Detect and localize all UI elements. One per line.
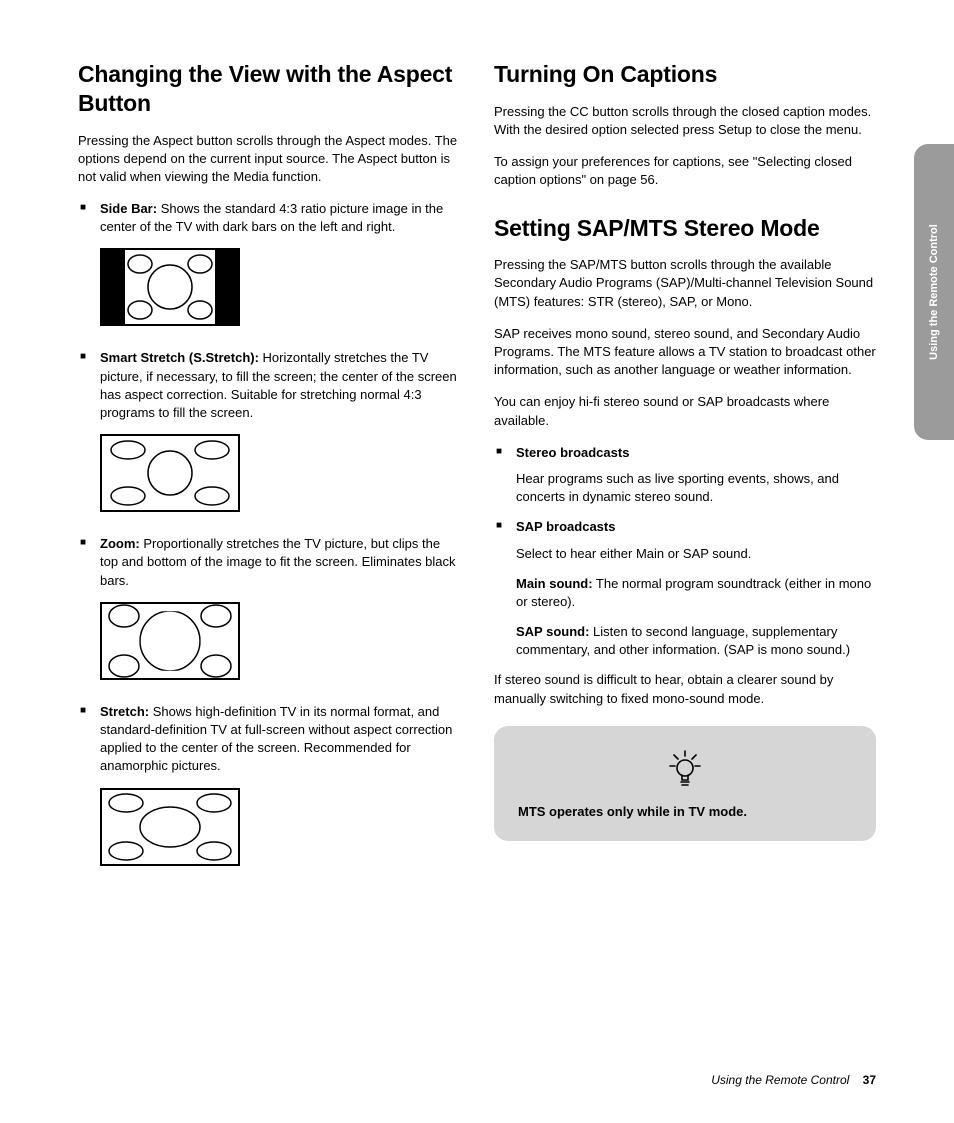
diagram-zoom xyxy=(100,602,460,685)
page-footer: Using the Remote Control 37 xyxy=(711,1073,876,1087)
sub-body: Main sound: The normal program soundtrac… xyxy=(516,575,876,611)
captions-p2: To assign your preferences for captions,… xyxy=(494,153,876,189)
sub-body: Select to hear either Main or SAP sound. xyxy=(516,545,876,563)
list-item: Stretch: Shows high-definition TV in its… xyxy=(100,703,460,776)
captions-p1: Pressing the CC button scrolls through t… xyxy=(494,103,876,139)
item-body: Proportionally stretches the TV picture,… xyxy=(100,536,456,587)
aspect-list: Zoom: Proportionally stretches the TV pi… xyxy=(78,535,460,590)
note-box: MTS operates only while in TV mode. xyxy=(494,726,876,841)
item-title: SAP broadcasts xyxy=(516,519,615,534)
list-item: Stereo broadcasts Hear programs such as … xyxy=(516,444,876,507)
right-column: Turning On Captions Pressing the CC butt… xyxy=(494,60,876,889)
sap-p2: SAP receives mono sound, stereo sound, a… xyxy=(494,325,876,380)
side-tab-label: Using the Remote Control xyxy=(928,224,940,360)
item-body: Shows high-definition TV in its normal f… xyxy=(100,704,452,774)
diagram-sidebar xyxy=(100,248,460,331)
item-title: Stereo broadcasts xyxy=(516,445,629,460)
sap-p3: You can enjoy hi-fi stereo sound or SAP … xyxy=(494,393,876,429)
aspect-list: Smart Stretch (S.Stretch): Horizontally … xyxy=(78,349,460,422)
sap-p1: Pressing the SAP/MTS button scrolls thro… xyxy=(494,256,876,311)
list-item: Zoom: Proportionally stretches the TV pi… xyxy=(100,535,460,590)
aspect-list: Stretch: Shows high-definition TV in its… xyxy=(78,703,460,776)
sap-heading: Setting SAP/MTS Stereo Mode xyxy=(494,214,876,243)
left-column: Changing the View with the Aspect Button… xyxy=(78,60,460,889)
left-heading: Changing the View with the Aspect Button xyxy=(78,60,460,118)
item-title: Side Bar: xyxy=(100,201,157,216)
footer-page-number: 37 xyxy=(863,1073,876,1087)
side-tab: Using the Remote Control xyxy=(914,144,954,440)
item-title: Zoom: xyxy=(100,536,140,551)
sap-p4: If stereo sound is difficult to hear, ob… xyxy=(494,671,876,707)
left-intro: Pressing the Aspect button scrolls throu… xyxy=(78,132,460,187)
sub-body: Hear programs such as live sporting even… xyxy=(516,470,876,506)
diagram-stretch xyxy=(100,788,460,871)
list-item: SAP broadcasts Select to hear either Mai… xyxy=(516,518,876,659)
lightbulb-icon xyxy=(668,750,702,788)
footer-title: Using the Remote Control xyxy=(711,1073,849,1087)
captions-heading: Turning On Captions xyxy=(494,60,876,89)
note-text: MTS operates only while in TV mode. xyxy=(518,804,852,819)
aspect-list: Side Bar: Shows the standard 4:3 ratio p… xyxy=(78,200,460,236)
item-title: Stretch: xyxy=(100,704,149,719)
page-content: Changing the View with the Aspect Button… xyxy=(0,0,954,929)
sap-list: Stereo broadcasts Hear programs such as … xyxy=(494,444,876,660)
diagram-smart-stretch xyxy=(100,434,460,517)
list-item: Smart Stretch (S.Stretch): Horizontally … xyxy=(100,349,460,422)
sub-body: SAP sound: Listen to second language, su… xyxy=(516,623,876,659)
item-title: Smart Stretch (S.Stretch): xyxy=(100,350,259,365)
list-item: Side Bar: Shows the standard 4:3 ratio p… xyxy=(100,200,460,236)
